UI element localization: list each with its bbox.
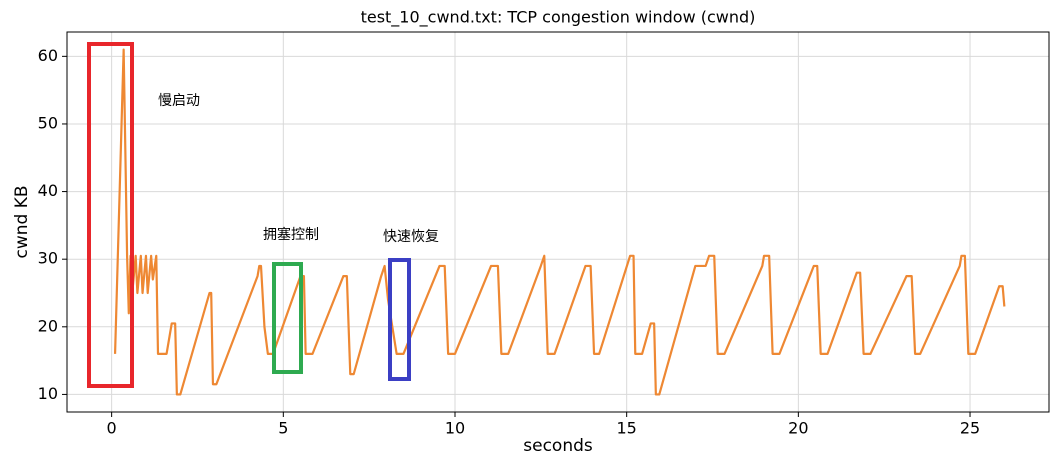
y-tick-label: 20 bbox=[38, 316, 58, 335]
plot-frame bbox=[66, 31, 1050, 413]
annotation: 慢启动 bbox=[158, 92, 200, 109]
y-tick-label: 40 bbox=[38, 181, 58, 200]
x-axis-label: seconds bbox=[523, 436, 593, 456]
chart-title: test_10_cwnd.txt: TCP congestion window … bbox=[361, 8, 756, 28]
x-tick-label: 5 bbox=[278, 419, 288, 438]
annotation: 快速恢复 bbox=[383, 228, 439, 245]
highlight-box bbox=[87, 42, 134, 388]
y-axis-label: cwnd KB bbox=[12, 185, 32, 258]
highlight-box bbox=[388, 258, 411, 381]
annotation: 拥塞控制 bbox=[263, 226, 319, 243]
y-tick-label: 60 bbox=[38, 46, 58, 65]
plot-area: 10 20 30 40 50 60 0 5 10 15 20 25 bbox=[38, 32, 1049, 438]
x-tick-label: 25 bbox=[960, 419, 980, 438]
x-tick-label: 10 bbox=[445, 419, 465, 438]
y-tick-label: 30 bbox=[38, 249, 58, 268]
y-tick-label: 50 bbox=[38, 113, 58, 132]
highlight-box bbox=[272, 262, 303, 374]
x-tick-label: 15 bbox=[616, 419, 636, 438]
data-line bbox=[113, 48, 1006, 396]
x-tick-label: 20 bbox=[788, 419, 808, 438]
x-tick-label: 0 bbox=[107, 419, 117, 438]
y-tick-label: 10 bbox=[38, 384, 58, 403]
